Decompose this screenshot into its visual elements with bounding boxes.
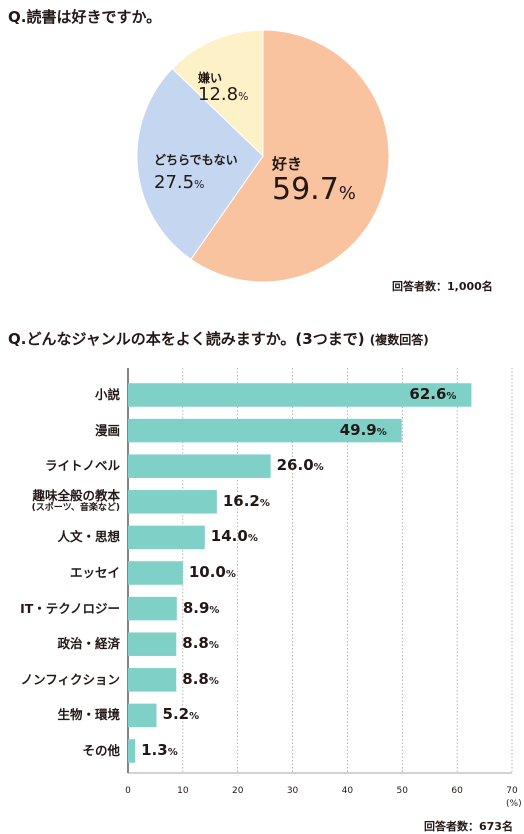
data-label-unit: % <box>209 604 220 616</box>
x-tick-label: 10 <box>177 786 189 796</box>
data-label-number: 16.2 <box>222 491 260 510</box>
data-label: 62.6% <box>409 385 456 403</box>
category-label: 趣味全般の教本 (スポーツ、音楽など) <box>32 488 120 514</box>
data-label: 49.9% <box>340 421 387 439</box>
pie-slice-name: 好き <box>272 155 303 173</box>
q2-title-note: (複数回答) <box>369 333 429 347</box>
bar <box>128 596 177 621</box>
data-label: 8.9% <box>183 599 220 617</box>
category-name: 漫画 <box>94 422 120 438</box>
x-tick-label: 60 <box>451 786 463 796</box>
pie-slice-name: 嫌い <box>198 71 223 85</box>
category-name: ライトノベル <box>44 458 120 474</box>
x-tick-label: 50 <box>396 786 409 796</box>
data-label-unit: % <box>189 711 200 723</box>
data-label-number: 8.9 <box>182 598 210 617</box>
category-label: ノンフィクション <box>21 672 120 687</box>
bar <box>128 703 157 728</box>
bar <box>128 739 136 763</box>
bar <box>128 632 177 656</box>
data-label-unit: % <box>225 569 236 580</box>
pie-slice-neutral <box>136 67 264 261</box>
category-name: 人文・思想 <box>57 529 120 545</box>
bar <box>128 454 271 478</box>
q2-respondents: 回答者数：673名 <box>424 820 513 833</box>
data-label-number: 62.6 <box>409 385 447 403</box>
category-label: ライトノベル <box>45 458 120 473</box>
data-label: 8.8% <box>182 634 219 652</box>
x-tick-label: 40 <box>341 786 354 796</box>
category-label: 人文・思想 <box>57 529 120 544</box>
data-label-unit: % <box>167 747 178 758</box>
category-name: 小説 <box>94 387 120 402</box>
q1-title: Q.読書は好きですか。 <box>8 8 162 26</box>
bar <box>128 561 183 585</box>
data-label: 10.0% <box>189 563 236 581</box>
data-label-unit: % <box>259 497 270 509</box>
x-tick-label: 30 <box>286 786 299 796</box>
data-label-number: 8.8 <box>182 669 209 688</box>
bar <box>128 383 472 407</box>
data-label-number: 8.8 <box>182 634 209 653</box>
bar <box>128 490 217 514</box>
data-label-unit: % <box>247 533 258 545</box>
data-label-unit: % <box>376 426 387 438</box>
bar <box>128 668 177 692</box>
pie-slice-percent: 12.8% <box>198 84 249 106</box>
pie-slice-dislike <box>171 29 264 158</box>
data-label-number: 14.0 <box>210 527 248 546</box>
category-name: 趣味全般の教本 <box>32 487 120 503</box>
data-label-number: 10.0 <box>188 563 226 581</box>
category-label: 小説 <box>95 387 120 402</box>
category-name: 生物・環境 <box>57 707 120 723</box>
category-name: その他 <box>82 743 120 758</box>
data-label: 16.2% <box>223 492 270 510</box>
category-name: 政治・経済 <box>57 636 120 652</box>
category-label: 漫画 <box>95 423 120 438</box>
data-label-unit: % <box>313 462 324 474</box>
category-name: ノンフィクション <box>20 671 120 687</box>
x-axis-unit: (%) <box>506 799 522 809</box>
x-tick-label: 70 <box>506 786 518 796</box>
data-label: 26.0% <box>277 456 324 474</box>
data-label: 5.2% <box>163 705 200 723</box>
q2-title: Q.どんなジャンルの本をよく読みますか。(3つまで) (複数回答) <box>8 328 429 349</box>
data-label-unit: % <box>208 640 219 652</box>
pie-label-neutral: どちらでもない 27.5% <box>154 153 238 194</box>
x-tick-label: 20 <box>231 786 244 796</box>
category-label: IT・テクノロジー <box>20 601 120 616</box>
pie-slice-percent: 27.5% <box>154 172 205 194</box>
category-label: 政治・経済 <box>57 636 120 651</box>
pie-chart <box>136 29 390 283</box>
data-label-number: 49.9 <box>339 420 377 439</box>
category-name: エッセイ <box>69 565 120 580</box>
data-label-unit: % <box>208 675 219 687</box>
pie-slice-name: どちらでもない <box>154 153 238 167</box>
bar <box>128 525 205 550</box>
pie-label-like: 好き 59.7% <box>272 156 356 206</box>
data-label: 8.8% <box>182 670 219 688</box>
data-label-number: 26.0 <box>276 456 314 475</box>
x-tick-label: 0 <box>125 786 131 796</box>
category-label: その他 <box>82 743 120 758</box>
pie-slice-percent: 59.7% <box>272 171 356 207</box>
bar <box>128 418 402 443</box>
category-label: エッセイ <box>70 565 120 580</box>
category-name: IT・テクノロジー <box>20 600 120 616</box>
pie-label-dislike: 嫌い 12.8% <box>198 71 249 106</box>
category-note: (スポーツ、音楽など) <box>31 502 120 513</box>
data-label-unit: % <box>446 391 457 402</box>
pie-slice-like <box>190 29 390 283</box>
q1-respondents: 回答者数：1,000名 <box>392 280 493 293</box>
data-label-number: 1.3 <box>141 741 168 759</box>
data-label: 1.3% <box>141 741 178 759</box>
q2-title-text: Q.どんなジャンルの本をよく読みますか。(3つまで) <box>8 330 365 348</box>
category-label: 生物・環境 <box>57 707 120 722</box>
data-label-number: 5.2 <box>162 705 190 724</box>
data-label: 14.0% <box>211 527 258 545</box>
